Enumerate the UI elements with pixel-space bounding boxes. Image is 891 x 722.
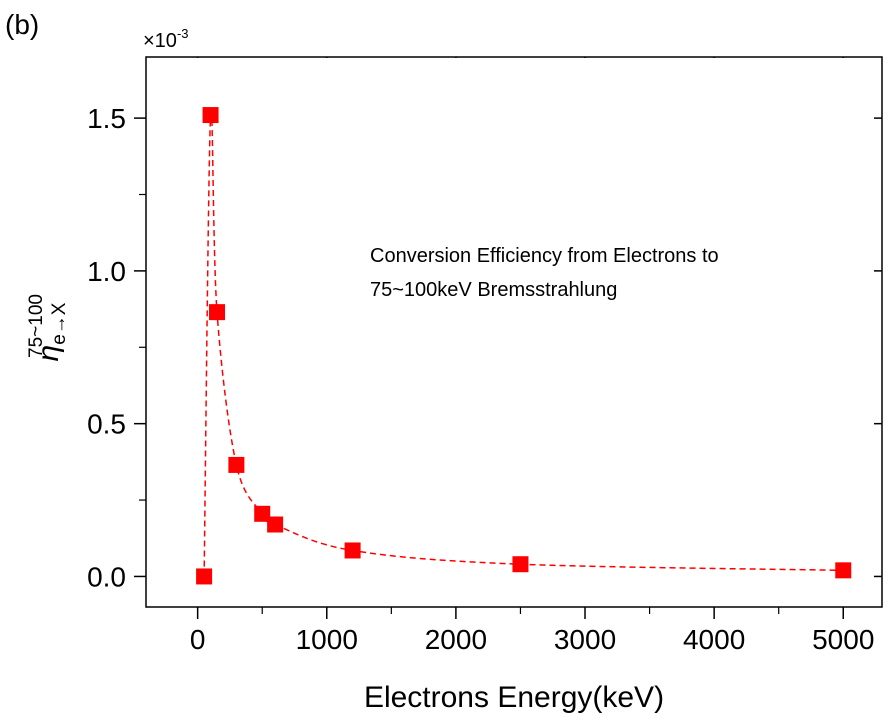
y-axis-tick-labels: 0.0 0.5 1.0 1.5 bbox=[87, 103, 126, 592]
data-point bbox=[512, 556, 529, 573]
y-tick-label: 1.0 bbox=[87, 256, 126, 287]
svg-text:ηe→X: ηe→X bbox=[32, 302, 70, 361]
x-tick-label: 3000 bbox=[554, 624, 616, 655]
annotation: Conversion Efficiency from Electrons to … bbox=[370, 245, 719, 301]
x-tick-label: 2000 bbox=[425, 624, 487, 655]
data-point bbox=[267, 516, 284, 533]
y-axis-ticks bbox=[134, 117, 882, 578]
y-axis-label-symbol: η bbox=[32, 345, 65, 362]
annotation-line-1: Conversion Efficiency from Electrons to bbox=[370, 245, 719, 267]
y-axis-label-subscript: e→X bbox=[49, 302, 70, 345]
x-axis-ticks bbox=[196, 57, 845, 619]
y-multiplier-base: ×10 bbox=[143, 30, 177, 52]
x-axis-label: Electrons Energy(keV) bbox=[364, 681, 664, 714]
series-layer bbox=[196, 107, 852, 585]
data-point bbox=[228, 456, 245, 473]
y-tick-label: 1.5 bbox=[87, 103, 126, 134]
x-tick-label: 5000 bbox=[812, 624, 874, 655]
y-axis-label: ηe→X 75~100 bbox=[26, 294, 70, 361]
data-point bbox=[344, 542, 361, 559]
x-tick-label: 4000 bbox=[683, 624, 745, 655]
series-line bbox=[203, 107, 844, 577]
panel-label: (b) bbox=[5, 9, 39, 40]
y-multiplier: ×10-3 bbox=[143, 26, 189, 52]
plot-frame bbox=[145, 56, 883, 608]
y-axis-label-superscript: 75~100 bbox=[26, 294, 47, 358]
x-tick-label: 1000 bbox=[296, 624, 358, 655]
data-point bbox=[209, 304, 226, 321]
y-tick-label: 0.5 bbox=[87, 409, 126, 440]
data-point bbox=[202, 107, 219, 124]
data-point bbox=[196, 568, 213, 585]
data-point bbox=[835, 562, 852, 579]
y-tick-label: 0.0 bbox=[87, 561, 126, 592]
y-multiplier-exponent: -3 bbox=[177, 26, 189, 41]
svg-text:×10-3: ×10-3 bbox=[143, 26, 189, 52]
x-tick-label: 0 bbox=[190, 624, 206, 655]
data-point bbox=[254, 505, 271, 522]
annotation-line-2: 75~100keV Bremsstrahlung bbox=[370, 279, 617, 301]
x-axis-tick-labels: 0 1000 2000 3000 4000 5000 bbox=[190, 624, 875, 655]
